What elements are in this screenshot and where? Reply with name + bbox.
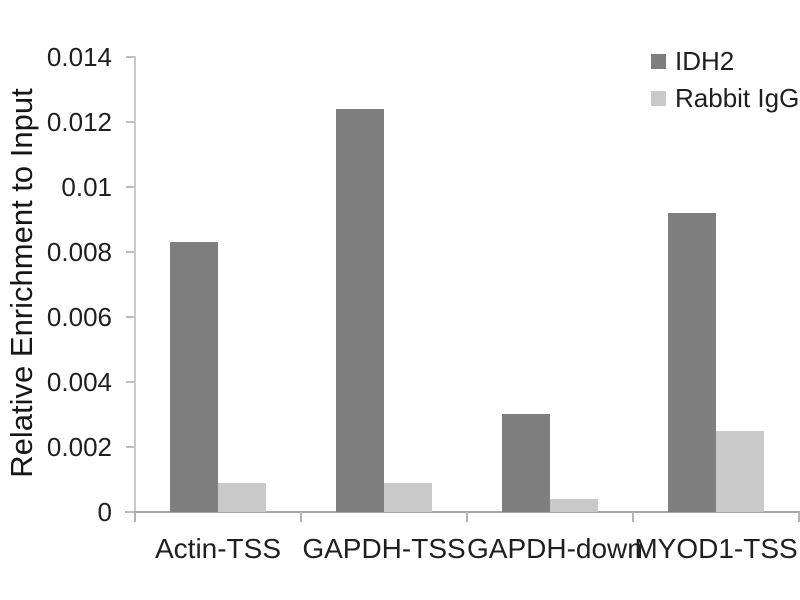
- y-tick-mark: [126, 381, 134, 383]
- bar-rabbit-igg-actin-tss: [218, 483, 266, 512]
- x-tick-mark: [300, 512, 302, 522]
- x-axis-label-gapdh-down: GAPDH-down: [467, 533, 643, 564]
- y-tick-label: 0.012: [46, 107, 112, 137]
- y-tick-mark: [126, 121, 134, 123]
- x-tick-mark: [134, 512, 136, 522]
- y-tick-label: 0.002: [46, 432, 112, 462]
- x-tick-mark: [798, 512, 800, 522]
- bar-rabbit-igg-gapdh-down: [550, 499, 598, 512]
- bar-idh2-gapdh-down: [502, 414, 550, 512]
- y-tick-label: 0.006: [46, 302, 112, 332]
- x-tick-mark: [466, 512, 468, 522]
- legend-item-idh2: IDH2: [651, 48, 799, 74]
- legend-label: IDH2: [675, 46, 735, 76]
- y-tick-label: 0.01: [61, 172, 112, 202]
- x-axis-line: [125, 511, 800, 513]
- bar-rabbit-igg-gapdh-tss: [384, 483, 432, 512]
- y-tick-label: 0: [97, 497, 112, 527]
- y-tick-mark: [126, 446, 134, 448]
- y-tick-mark: [126, 511, 134, 513]
- bar-idh2-myod1-tss: [668, 213, 716, 512]
- bar-idh2-gapdh-tss: [336, 109, 384, 512]
- x-axis-label-actin-tss: Actin-TSS: [154, 533, 282, 564]
- y-tick-mark: [126, 316, 134, 318]
- y-tick-label: 0.004: [46, 367, 112, 397]
- y-tick-label: 0.008: [46, 237, 112, 267]
- legend-swatch-rabbit-igg: [651, 90, 666, 106]
- y-tick-mark: [126, 251, 134, 253]
- legend: IDH2 Rabbit IgG: [651, 48, 799, 111]
- x-tick-mark: [632, 512, 634, 522]
- x-axis-label-gapdh-tss: GAPDH-TSS: [302, 533, 466, 564]
- y-axis-line: [134, 56, 136, 513]
- y-axis-title: Relative Enrichment to Input: [4, 88, 39, 478]
- y-tick-mark: [126, 56, 134, 58]
- y-tick-label: 0.014: [46, 42, 112, 72]
- x-axis-label-myod1-tss: MYOD1-TSS: [634, 533, 798, 564]
- bar-idh2-actin-tss: [170, 242, 218, 512]
- legend-item-rabbit-igg: Rabbit IgG: [651, 85, 799, 111]
- y-tick-mark: [126, 186, 134, 188]
- legend-label: Rabbit IgG: [675, 83, 800, 113]
- bar-rabbit-igg-myod1-tss: [716, 431, 764, 512]
- legend-swatch-idh2: [651, 53, 666, 69]
